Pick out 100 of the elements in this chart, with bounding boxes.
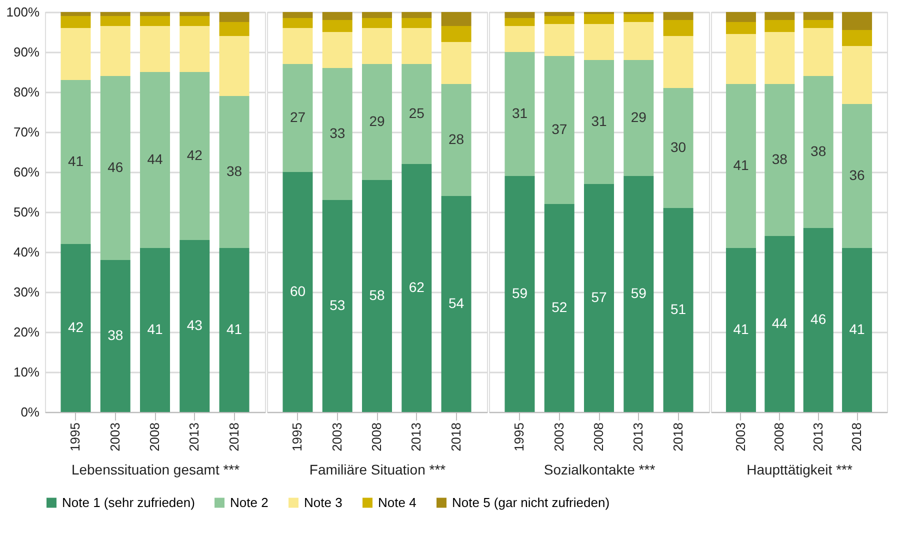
x-axis-title: Sozialkontakte *** bbox=[544, 461, 656, 478]
bar bbox=[402, 18, 432, 28]
bar bbox=[60, 244, 91, 412]
bar bbox=[584, 184, 614, 412]
bar bbox=[219, 22, 250, 36]
data-label: 41 bbox=[68, 153, 84, 169]
bar bbox=[100, 16, 130, 26]
bar bbox=[842, 46, 872, 104]
data-label: 52 bbox=[552, 299, 568, 315]
data-label: 38 bbox=[810, 143, 826, 159]
x-tick-label: 2013 bbox=[186, 422, 202, 452]
legend-label: Note 1 (sehr zufrieden) bbox=[62, 494, 195, 510]
bar bbox=[764, 236, 795, 412]
data-label: 29 bbox=[369, 113, 385, 129]
x-tick-label: 2008 bbox=[591, 422, 606, 452]
bar bbox=[60, 16, 91, 28]
data-label: 31 bbox=[591, 113, 607, 129]
y-tick-label: 70% bbox=[13, 124, 40, 140]
x-tick-label: 2003 bbox=[329, 422, 344, 452]
bar bbox=[140, 12, 170, 16]
bar bbox=[140, 72, 170, 248]
bar bbox=[764, 84, 795, 236]
bar bbox=[180, 26, 210, 72]
bar bbox=[322, 20, 352, 32]
bar bbox=[140, 248, 170, 412]
bar bbox=[402, 12, 432, 18]
data-label: 36 bbox=[849, 167, 866, 183]
data-label: 38 bbox=[108, 327, 124, 343]
bar bbox=[219, 36, 250, 96]
data-label: 54 bbox=[448, 295, 464, 311]
bar bbox=[663, 88, 694, 208]
bar bbox=[219, 12, 250, 22]
y-tick-label: 10% bbox=[13, 364, 40, 380]
y-tick-label: 40% bbox=[13, 244, 40, 260]
bar bbox=[726, 12, 756, 22]
bar bbox=[764, 32, 795, 84]
data-label: 42 bbox=[68, 319, 84, 335]
data-label: 37 bbox=[552, 121, 568, 137]
data-label: 29 bbox=[630, 109, 647, 125]
bar bbox=[322, 12, 352, 20]
bar bbox=[504, 26, 535, 52]
bar bbox=[402, 64, 432, 164]
bar bbox=[322, 68, 352, 200]
bar bbox=[842, 248, 872, 412]
bar bbox=[180, 12, 210, 16]
bar bbox=[362, 64, 392, 180]
bar bbox=[322, 32, 352, 68]
x-tick-label: 2008 bbox=[772, 422, 787, 452]
x-tick-label: 2008 bbox=[147, 422, 162, 452]
bar bbox=[726, 22, 756, 34]
bar bbox=[803, 228, 834, 412]
x-tick-label: 1995 bbox=[512, 422, 527, 452]
y-tick-label: 80% bbox=[13, 84, 40, 100]
x-tick-label: 2018 bbox=[670, 422, 686, 452]
data-label: 28 bbox=[448, 131, 464, 147]
bar bbox=[624, 22, 654, 60]
x-tick-label: 2013 bbox=[630, 422, 646, 452]
y-tick-label: 60% bbox=[13, 164, 40, 180]
bar bbox=[180, 240, 210, 412]
data-label: 41 bbox=[733, 321, 749, 337]
data-label: 62 bbox=[408, 279, 425, 295]
bar bbox=[180, 16, 210, 26]
data-label: 41 bbox=[226, 321, 242, 337]
data-label: 41 bbox=[849, 321, 866, 337]
bar bbox=[282, 18, 313, 28]
x-tick-label: 1995 bbox=[290, 422, 305, 452]
data-label: 46 bbox=[108, 159, 124, 175]
data-label: 30 bbox=[670, 139, 686, 155]
y-tick-label: 30% bbox=[13, 284, 40, 300]
bar bbox=[803, 76, 834, 228]
legend-label: Note 5 (gar nicht zufrieden) bbox=[452, 494, 610, 510]
bar bbox=[441, 26, 472, 42]
data-label: 59 bbox=[512, 285, 528, 301]
bar bbox=[140, 26, 170, 72]
x-tick-label: 2018 bbox=[849, 422, 864, 452]
data-label: 38 bbox=[772, 151, 788, 167]
bar bbox=[842, 30, 872, 46]
data-label: 60 bbox=[290, 283, 306, 299]
legend-label: Note 2 bbox=[230, 494, 268, 510]
bar bbox=[282, 12, 313, 18]
data-label: 41 bbox=[733, 157, 749, 173]
x-tick-label: 2008 bbox=[369, 422, 384, 452]
x-tick-label: 2018 bbox=[226, 422, 242, 452]
bar bbox=[362, 12, 392, 18]
bar bbox=[663, 12, 694, 20]
bar bbox=[504, 176, 535, 412]
bar bbox=[60, 12, 91, 16]
bar bbox=[624, 176, 654, 412]
data-label: 27 bbox=[290, 109, 306, 125]
data-label: 38 bbox=[226, 163, 242, 179]
bar bbox=[60, 80, 91, 244]
bar bbox=[100, 12, 130, 16]
data-label: 31 bbox=[512, 105, 528, 121]
bar bbox=[544, 16, 574, 24]
data-label: 59 bbox=[630, 285, 647, 301]
data-label: 42 bbox=[186, 147, 203, 163]
bar bbox=[803, 20, 834, 28]
bar bbox=[441, 84, 472, 196]
y-tick-label: 20% bbox=[13, 324, 40, 340]
bar bbox=[726, 248, 756, 412]
